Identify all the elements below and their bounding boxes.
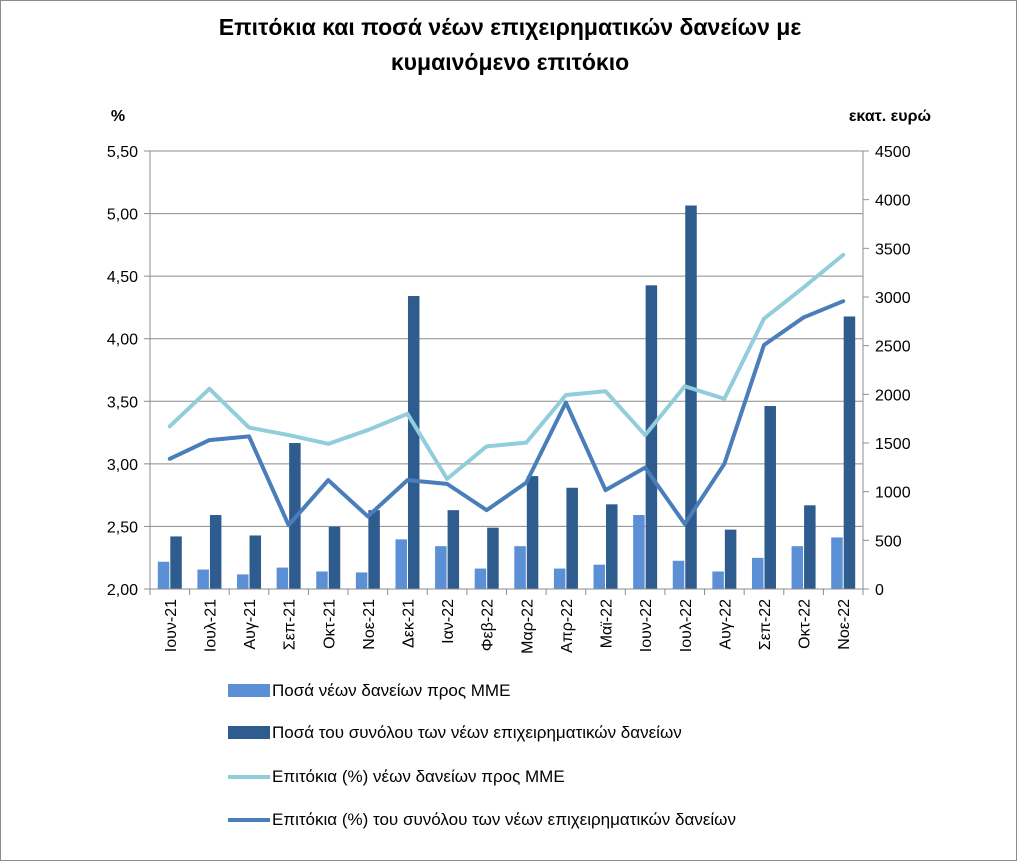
bar-total-amount <box>645 285 658 589</box>
x-axis-tick-label: Ιουν-21 <box>163 599 180 652</box>
bar-total-amount <box>209 515 222 589</box>
legend-swatch-total-rate <box>228 812 272 828</box>
bar-sme-amount <box>316 571 328 589</box>
x-axis-tick-label: Ιαν-22 <box>440 599 457 644</box>
bar-sme-amount <box>474 568 487 589</box>
left-axis-tick-label: 2,50 <box>107 519 138 536</box>
x-axis-tick-label: Οκτ-22 <box>797 599 814 649</box>
bar-sme-amount <box>672 560 685 589</box>
chart-title-line2: κυμαινόμενο επιτόκιο <box>390 49 630 75</box>
legend-label-total-rate: Επιτόκια (%) του συνόλου των νέων επιχει… <box>272 810 736 829</box>
legend-item-total-rate: Επιτόκια (%) του συνόλου των νέων επιχει… <box>228 805 736 835</box>
right-axis-tick-label: 2500 <box>875 339 911 356</box>
x-axis-tick-label: Νοε-22 <box>836 599 853 650</box>
right-axis-tick-label: 4000 <box>875 193 911 210</box>
bar-sme-amount <box>593 564 606 589</box>
legend-swatch-sme-amount <box>228 683 272 699</box>
right-axis-label: εκατ. ευρώ <box>849 108 931 125</box>
bar-total-amount <box>843 316 856 589</box>
bar-sme-amount <box>751 557 764 589</box>
bar-total-amount <box>724 529 737 589</box>
bar-sme-amount <box>237 574 249 589</box>
left-axis-tick-label: 5,00 <box>107 207 138 224</box>
bar-total-amount <box>487 527 499 589</box>
x-axis-tick-label: Σεπ-21 <box>282 599 299 650</box>
legend-label-sme-amount: Ποσά νέων δανείων προς ΜΜΕ <box>272 681 511 700</box>
right-axis-tick-label: 1000 <box>875 485 911 502</box>
legend-item-total-amount: Ποσά του συνόλου των νέων επιχειρηματικώ… <box>228 718 682 748</box>
legend-label-total-amount: Ποσά του συνόλου των νέων επιχειρηματικώ… <box>272 723 682 742</box>
bar-total-amount <box>685 205 697 590</box>
left-axis-label: % <box>111 108 125 125</box>
legend-swatch-total-amount <box>228 725 272 741</box>
bar-total-amount <box>368 510 380 589</box>
bar-sme-amount <box>712 571 724 589</box>
bar-sme-amount <box>197 569 209 589</box>
right-axis-tick-label: 3500 <box>875 241 911 258</box>
x-axis-tick-label: Ιουλ-21 <box>202 599 219 652</box>
bar-total-amount <box>606 504 618 589</box>
bar-total-amount <box>526 476 539 589</box>
bar-total-amount <box>328 526 341 589</box>
bar-total-amount <box>566 487 578 589</box>
legend-item-sme-amount: Ποσά νέων δανείων προς ΜΜΕ <box>228 676 510 706</box>
chart-title: Επιτόκια και ποσά νέων επιχειρηματικών δ… <box>150 10 870 80</box>
line-sme-rate <box>167 252 846 481</box>
bar-total-amount <box>447 510 460 589</box>
line-total-rate <box>167 299 846 528</box>
x-axis-tick-label: Οκτ-21 <box>321 599 338 649</box>
x-axis-tick-label: Μαρ-22 <box>519 599 536 654</box>
chart-title-line1: Επιτόκια και ποσά νέων επιχειρηματικών δ… <box>218 14 802 40</box>
bar-sme-amount <box>514 546 526 589</box>
left-axis-tick-label: 5,50 <box>107 144 138 161</box>
x-axis-tick-label: Αυγ-22 <box>717 599 734 650</box>
bar-total-amount <box>764 406 776 589</box>
bar-sme-amount <box>276 567 289 589</box>
x-axis-tick-label: Σεπ-22 <box>757 599 774 650</box>
bar-total-amount <box>249 535 262 589</box>
bar-sme-amount <box>791 546 804 589</box>
legend-item-sme-rate: Επιτόκια (%) νέων δανείων προς ΜΜΕ <box>228 762 565 792</box>
bar-total-amount <box>804 505 816 589</box>
x-axis-tick-label: Απρ-22 <box>559 599 576 653</box>
right-axis-tick-label: 500 <box>875 533 902 550</box>
left-axis-tick-label: 4,00 <box>107 332 138 349</box>
bar-sme-amount <box>553 568 566 589</box>
right-axis-tick-label: 2000 <box>875 387 911 404</box>
x-axis-tick-label: Ιουλ-22 <box>678 599 695 652</box>
legend-swatch-sme-rate <box>228 769 272 785</box>
left-axis-tick-label: 3,50 <box>107 394 138 411</box>
bar-total-amount <box>170 536 182 589</box>
bar-total-amount <box>407 296 420 589</box>
x-axis-tick-label: Μαϊ-22 <box>599 599 616 648</box>
x-axis-tick-label: Δεκ-21 <box>400 599 417 648</box>
left-axis-tick-label: 4,50 <box>107 269 138 286</box>
bar-sme-amount <box>633 515 645 589</box>
x-axis-tick-label: Αυγ-21 <box>242 599 259 650</box>
x-axis-tick-label: Φεβ-22 <box>480 599 497 651</box>
right-axis-tick-label: 0 <box>875 582 884 599</box>
bar-sme-amount <box>355 572 368 589</box>
right-axis-tick-label: 3000 <box>875 290 911 307</box>
bar-sme-amount <box>395 539 407 589</box>
right-axis-tick-label: 4500 <box>875 144 911 161</box>
bar-sme-amount <box>831 537 843 589</box>
left-axis-tick-label: 2,00 <box>107 582 138 599</box>
bar-sme-amount <box>157 561 170 589</box>
legend-label-sme-rate: Επιτόκια (%) νέων δανείων προς ΜΜΕ <box>272 767 565 786</box>
x-axis-tick-label: Νοε-21 <box>361 599 378 650</box>
bar-sme-amount <box>435 546 447 589</box>
left-axis-tick-label: 3,00 <box>107 457 138 474</box>
right-axis-tick-label: 1500 <box>875 436 911 453</box>
x-axis-tick-label: Ιουν-22 <box>638 599 655 652</box>
